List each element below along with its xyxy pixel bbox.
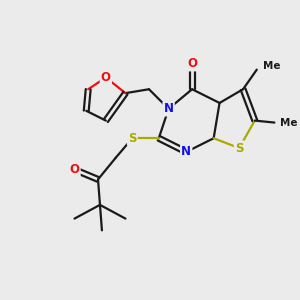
Text: S: S [235, 142, 243, 154]
Text: O: O [70, 163, 80, 176]
Text: N: N [181, 146, 191, 158]
Text: N: N [164, 102, 174, 115]
Text: S: S [128, 132, 136, 145]
Text: Me: Me [263, 61, 280, 71]
Text: Me: Me [280, 118, 298, 128]
Text: O: O [101, 71, 111, 84]
Text: O: O [187, 57, 197, 70]
